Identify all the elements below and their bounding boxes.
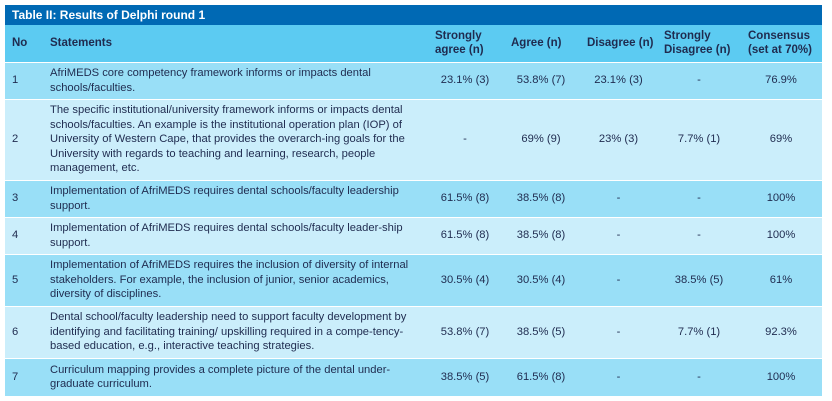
row-number: 4 (12, 229, 19, 242)
consensus-cell: 76.9% (765, 74, 797, 87)
strongly-agree-cell: - (463, 133, 467, 146)
row-number: 7 (12, 370, 19, 383)
strongly-agree-cell: 61.5% (8) (440, 229, 490, 242)
agree-cell: 38.5% (8) (516, 192, 566, 205)
results-table: Table II: Results of Delphi round 1 No S… (5, 5, 822, 396)
statement-cell: Implementation of AfriMEDS requires dent… (50, 221, 403, 249)
strongly-disagree-cell: - (697, 370, 701, 383)
row-number: 2 (12, 133, 19, 146)
consensus-cell: 69% (769, 133, 793, 146)
table-row: 3 Implementation of AfriMEDS requires de… (5, 180, 822, 217)
agree-cell: 61.5% (8) (516, 370, 566, 383)
agree-cell: 38.5% (8) (516, 229, 566, 242)
table-row: 5 Implementation of AfriMEDS requires th… (5, 254, 822, 306)
consensus-cell: 100% (766, 370, 796, 383)
table-title: Table II: Results of Delphi round 1 (5, 5, 822, 25)
disagree-cell: - (616, 229, 621, 242)
consensus-cell: 100% (766, 229, 796, 242)
column-header-disagree: Disagree (n) (587, 37, 654, 50)
disagree-cell: - (616, 370, 621, 383)
strongly-disagree-cell: - (697, 229, 701, 242)
strongly-disagree-cell: - (697, 192, 701, 205)
table-row: 2 The specific institutional/university … (5, 99, 822, 180)
column-header-statements: Statements (50, 37, 112, 50)
column-header-strongly-disagree: Strongly Disagree (n) (664, 30, 731, 57)
row-number: 6 (12, 325, 19, 338)
strongly-agree-cell: 23.1% (3) (440, 74, 490, 87)
agree-cell: 53.8% (7) (516, 74, 566, 87)
column-header-agree: Agree (n) (511, 37, 562, 50)
statement-cell: Implementation of AfriMEDS requires the … (50, 259, 409, 301)
column-header-no: No (12, 37, 28, 50)
disagree-cell: 23% (3) (598, 133, 639, 146)
statement-cell: Dental school/faculty leadership need to… (50, 311, 407, 353)
disagree-cell: - (616, 192, 621, 205)
strongly-disagree-cell: 7.7% (1) (677, 325, 721, 338)
row-number: 1 (12, 74, 19, 87)
table-row: 1 AfriMEDS core competency framework inf… (5, 62, 822, 99)
statement-cell: The specific institutional/university fr… (50, 104, 405, 175)
strongly-disagree-cell: - (697, 74, 701, 87)
column-header-strongly-agree: Strongly agree (n) (435, 30, 484, 57)
consensus-cell: 61% (769, 273, 793, 286)
statement-cell: AfriMEDS core competency framework infor… (50, 66, 371, 94)
header-row: No Statements Strongly agree (n) Agree (… (5, 25, 822, 62)
strongly-agree-cell: 38.5% (5) (440, 370, 490, 383)
delphi-table: No Statements Strongly agree (n) Agree (… (5, 25, 822, 396)
table-row: 6 Dental school/faculty leadership need … (5, 306, 822, 358)
row-number: 3 (12, 192, 19, 205)
table-row: 7 Curriculum mapping provides a complete… (5, 358, 822, 396)
agree-cell: 38.5% (5) (516, 325, 566, 338)
strongly-agree-cell: 53.8% (7) (440, 325, 490, 338)
strongly-agree-cell: 61.5% (8) (440, 192, 490, 205)
statement-cell: Curriculum mapping provides a complete p… (50, 363, 391, 391)
row-number: 5 (12, 273, 19, 286)
disagree-cell: - (616, 325, 621, 338)
statement-cell: Implementation of AfriMEDS requires dent… (50, 184, 399, 212)
consensus-cell: 100% (766, 192, 796, 205)
strongly-disagree-cell: 38.5% (5) (674, 273, 724, 286)
consensus-cell: 92.3% (765, 325, 797, 338)
disagree-cell: 23.1% (3) (594, 74, 643, 87)
agree-cell: 69% (9) (521, 133, 561, 146)
strongly-agree-cell: 30.5% (4) (440, 273, 490, 286)
strongly-disagree-cell: 7.7% (1) (677, 133, 721, 146)
table-row: 4 Implementation of AfriMEDS requires de… (5, 217, 822, 254)
agree-cell: 30.5% (4) (516, 273, 566, 286)
disagree-cell: - (616, 273, 621, 286)
column-header-consensus: Consensus (set at 70%) (748, 30, 812, 57)
